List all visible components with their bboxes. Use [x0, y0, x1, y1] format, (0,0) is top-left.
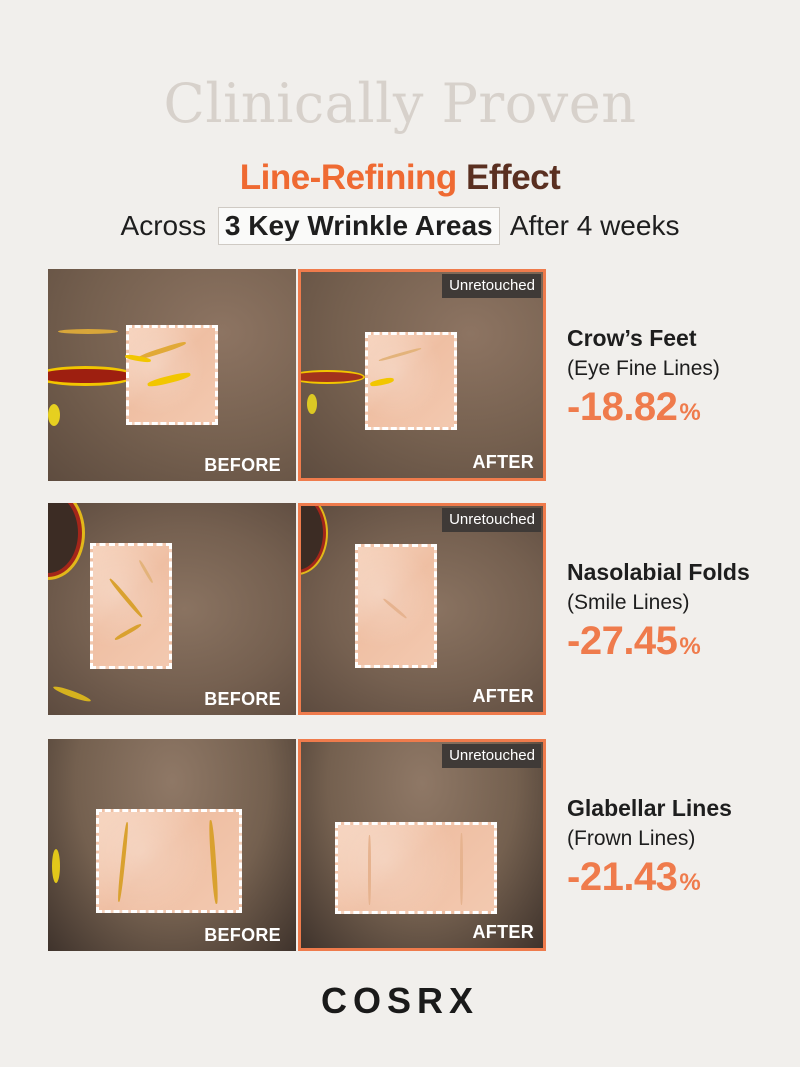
after-label: AFTER [472, 922, 534, 942]
before-photo: BEFORE [48, 739, 296, 951]
before-photo: BEFORE [48, 503, 296, 715]
before-label: BEFORE [204, 925, 281, 945]
subheadline: Across 3 Key Wrinkle Areas After 4 weeks [0, 207, 800, 245]
area-subtitle: (Eye Fine Lines) [567, 357, 720, 380]
reduction-value: -27.45% [567, 619, 701, 663]
wrinkle-highlight [301, 372, 363, 382]
brand-logo: COSRX [320, 980, 480, 1021]
after-photo: Unretouched AFTER [298, 269, 546, 481]
zoom-area [365, 332, 457, 430]
wrinkle-highlight [52, 849, 60, 883]
area-subtitle: (Frown Lines) [567, 827, 696, 850]
subheadline-suffix: After 4 weeks [509, 210, 680, 241]
wrinkle-highlight [58, 329, 118, 334]
subheadline-highlight: 3 Key Wrinkle Areas [217, 207, 500, 245]
zoom-area [90, 543, 172, 669]
result-info: Glabellar Lines (Frown Lines) -21.43% [567, 795, 800, 900]
unretouched-badge: Unretouched [442, 274, 541, 298]
area-title: Crow’s Feet [567, 325, 697, 351]
after-photo: Unretouched AFTER [298, 739, 546, 951]
after-label: AFTER [472, 686, 534, 706]
result-row-nasolabial-folds: BEFORE Unretouched AFTER Nasolabial Fold… [48, 503, 800, 715]
headline-rest: Effect [456, 158, 561, 197]
after-label: AFTER [472, 452, 534, 472]
wrinkle-highlight [48, 369, 133, 383]
wrinkle-highlight [301, 506, 323, 570]
eyebrow-title: Clinically Proven [163, 72, 637, 135]
zoom-area [355, 544, 437, 668]
wrinkle-highlight [48, 404, 60, 426]
zoom-area [124, 325, 218, 425]
unretouched-badge: Unretouched [442, 508, 541, 532]
before-photo: BEFORE [48, 269, 296, 481]
zoom-area [96, 809, 242, 913]
headline-accent: Line-Refining [239, 158, 458, 197]
result-info: Nasolabial Folds (Smile Lines) -27.45% [567, 559, 800, 664]
reduction-value: -21.43% [567, 855, 701, 899]
wrinkle-highlight [307, 394, 317, 414]
area-title: Glabellar Lines [567, 795, 732, 821]
area-title: Nasolabial Folds [567, 559, 750, 585]
result-row-crows-feet: BEFORE Unretouched AFTER Crow’s Feet (Ey… [48, 269, 800, 481]
unretouched-badge: Unretouched [442, 744, 541, 768]
area-subtitle: (Smile Lines) [567, 591, 690, 614]
before-label: BEFORE [204, 455, 281, 475]
headline: Line-Refining Effect [0, 158, 800, 198]
subheadline-prefix: Across [120, 210, 207, 241]
skin-texture [48, 503, 296, 715]
zoom-area [335, 822, 497, 914]
reduction-value: -18.82% [567, 385, 701, 429]
result-row-glabellar-lines: BEFORE Unretouched AFTER Glabellar Lines… [48, 739, 800, 951]
after-photo: Unretouched AFTER [298, 503, 546, 715]
result-info: Crow’s Feet (Eye Fine Lines) -18.82% [567, 325, 800, 430]
before-label: BEFORE [204, 689, 281, 709]
